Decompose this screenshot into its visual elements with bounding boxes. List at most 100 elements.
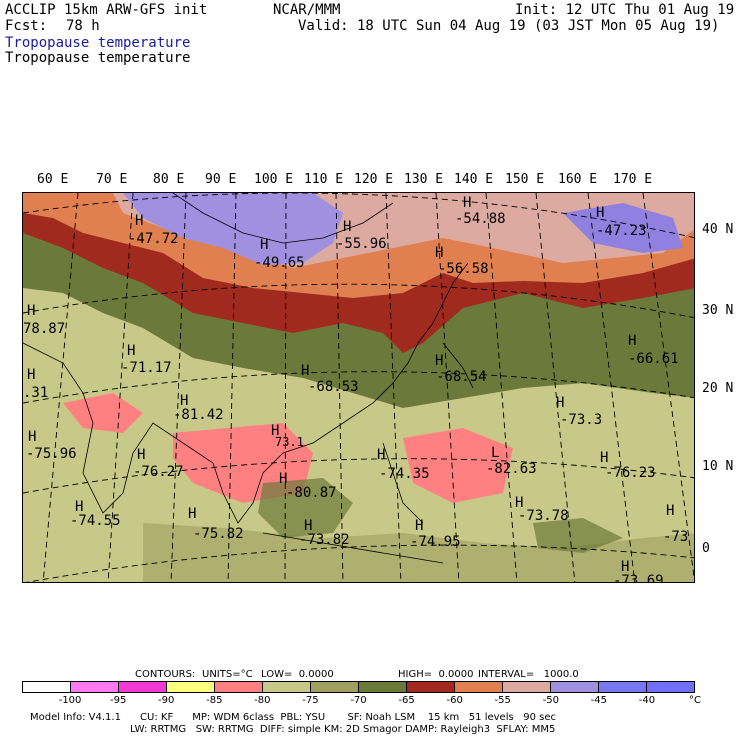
high-value: -68.54 [436, 369, 487, 385]
high-marker: H [600, 450, 609, 466]
tropopause-temperature-map [23, 193, 694, 582]
high-value: 73.1 [275, 435, 304, 449]
lon-label: 140 E [454, 172, 494, 187]
high-marker: H [260, 237, 269, 253]
high-marker: H [435, 245, 444, 261]
border [172, 193, 394, 244]
legend-swatch [311, 682, 359, 692]
legend-swatch [71, 682, 119, 692]
high-value: -66.61 [628, 351, 679, 367]
high-marker: H [27, 303, 36, 319]
high-marker: H [515, 495, 524, 511]
legend-swatch [647, 682, 694, 692]
center-name: NCAR/MMM [273, 2, 341, 18]
lon-label: 110 E [304, 172, 344, 187]
legend-tick-label: °C [689, 695, 701, 706]
high-value: -68.53 [308, 379, 359, 395]
high-value: -75.82 [193, 526, 244, 542]
lon-label: 160 E [558, 172, 598, 187]
contours-label: CONTOURS: [135, 669, 196, 680]
contours-units: UNITS=°C [202, 669, 253, 680]
pressure-labels: H -47.72 H -49.65 H -55.96 H -54.88 H -5… [23, 193, 694, 582]
lon-label: 60 E [37, 172, 69, 187]
lat-label: 30 N [702, 303, 734, 318]
lon-label: 70 E [96, 172, 128, 187]
high-value: -76.27 [133, 464, 184, 480]
meridian [227, 193, 237, 582]
high-marker: H [271, 423, 280, 439]
meridian [535, 193, 576, 582]
cold-patch [403, 428, 513, 503]
contours-interval: INTERVAL= 1000.0 [478, 669, 579, 680]
high-marker: H [135, 213, 144, 229]
high-marker: H [301, 363, 310, 379]
high-marker: H [596, 205, 605, 221]
valid-time: Valid: 18 UTC Sun 04 Aug 19 (03 JST Mon … [298, 18, 720, 34]
legend-tick-label: -55 [494, 695, 511, 706]
high-marker: H [137, 447, 146, 463]
lat-label: 10 N [702, 459, 734, 474]
legend-tick-label: -65 [398, 695, 415, 706]
high-value: -80.87 [286, 485, 337, 501]
color-legend [22, 681, 695, 693]
meridian [642, 193, 694, 580]
lon-label: 170 E [613, 172, 653, 187]
meridian [435, 193, 460, 582]
legend-tick-label: -60 [446, 695, 463, 706]
high-marker: H [127, 343, 136, 359]
contours-high: HIGH= 0.0000 [398, 669, 474, 680]
legend-tick-label: -100 [58, 695, 82, 706]
high-marker: H [188, 506, 197, 522]
high-marker: H [621, 559, 630, 575]
legend-swatch [503, 682, 551, 692]
model-info-line2: LW: RRTMG SW: RRTMG DIFF: simple KM: 2D … [130, 724, 556, 735]
low-marker: L [491, 445, 500, 461]
band-patch [533, 518, 623, 553]
legend-tick-label: -45 [590, 695, 608, 706]
lon-label: 130 E [404, 172, 444, 187]
high-value: -74.35 [379, 466, 430, 482]
lon-label: 150 E [505, 172, 545, 187]
band-45-40 [563, 203, 683, 253]
legend-swatch [407, 682, 455, 692]
field-title-blue: Tropopause temperature [5, 35, 191, 51]
lon-label: 80 E [153, 172, 185, 187]
model-info-line1: Model Info: V4.1.1 CU: KF MP: WDM 6class… [30, 712, 556, 723]
field-title: Tropopause temperature [5, 50, 191, 66]
lat-label: 40 N [702, 222, 734, 237]
high-value: -81.42 [173, 407, 224, 423]
high-marker: H [75, 499, 84, 515]
legend-tick-label: -40 [638, 695, 656, 706]
high-value: -73.78 [518, 508, 569, 524]
legend-tick-label: -75 [302, 695, 319, 706]
band-50-45 [123, 193, 343, 265]
high-value: -76.23 [605, 465, 656, 481]
high-value: -47.23 [596, 223, 647, 239]
contours-low: LOW= 0.0000 [261, 669, 334, 680]
high-marker: H [415, 518, 424, 534]
high-marker: H [304, 518, 313, 534]
legend-tick-label: -90 [158, 695, 175, 706]
coastline [382, 442, 424, 524]
legend-swatch [167, 682, 215, 692]
high-value: -73.3 [560, 412, 603, 428]
legend-tick-label: -80 [254, 695, 271, 706]
meridian [107, 193, 134, 582]
low-value: -82.63 [486, 461, 537, 477]
legend-tick-label: -95 [109, 695, 127, 706]
coastline [23, 262, 469, 524]
high-marker: H [666, 503, 675, 519]
high-marker: H [28, 429, 37, 445]
high-value: -55.96 [336, 236, 387, 252]
forecast-hour: 78 h [66, 18, 100, 34]
coastline [442, 342, 474, 389]
lon-label: 90 E [205, 172, 237, 187]
legend-tick-label: -85 [206, 695, 223, 706]
legend-tick-label: -70 [350, 695, 367, 706]
high-marker: H [628, 333, 637, 349]
legend-swatch [551, 682, 599, 692]
high-value: -49.65 [254, 255, 305, 271]
band-patch [258, 478, 353, 538]
high-value: -71.17 [121, 360, 172, 376]
meridian [284, 193, 287, 582]
